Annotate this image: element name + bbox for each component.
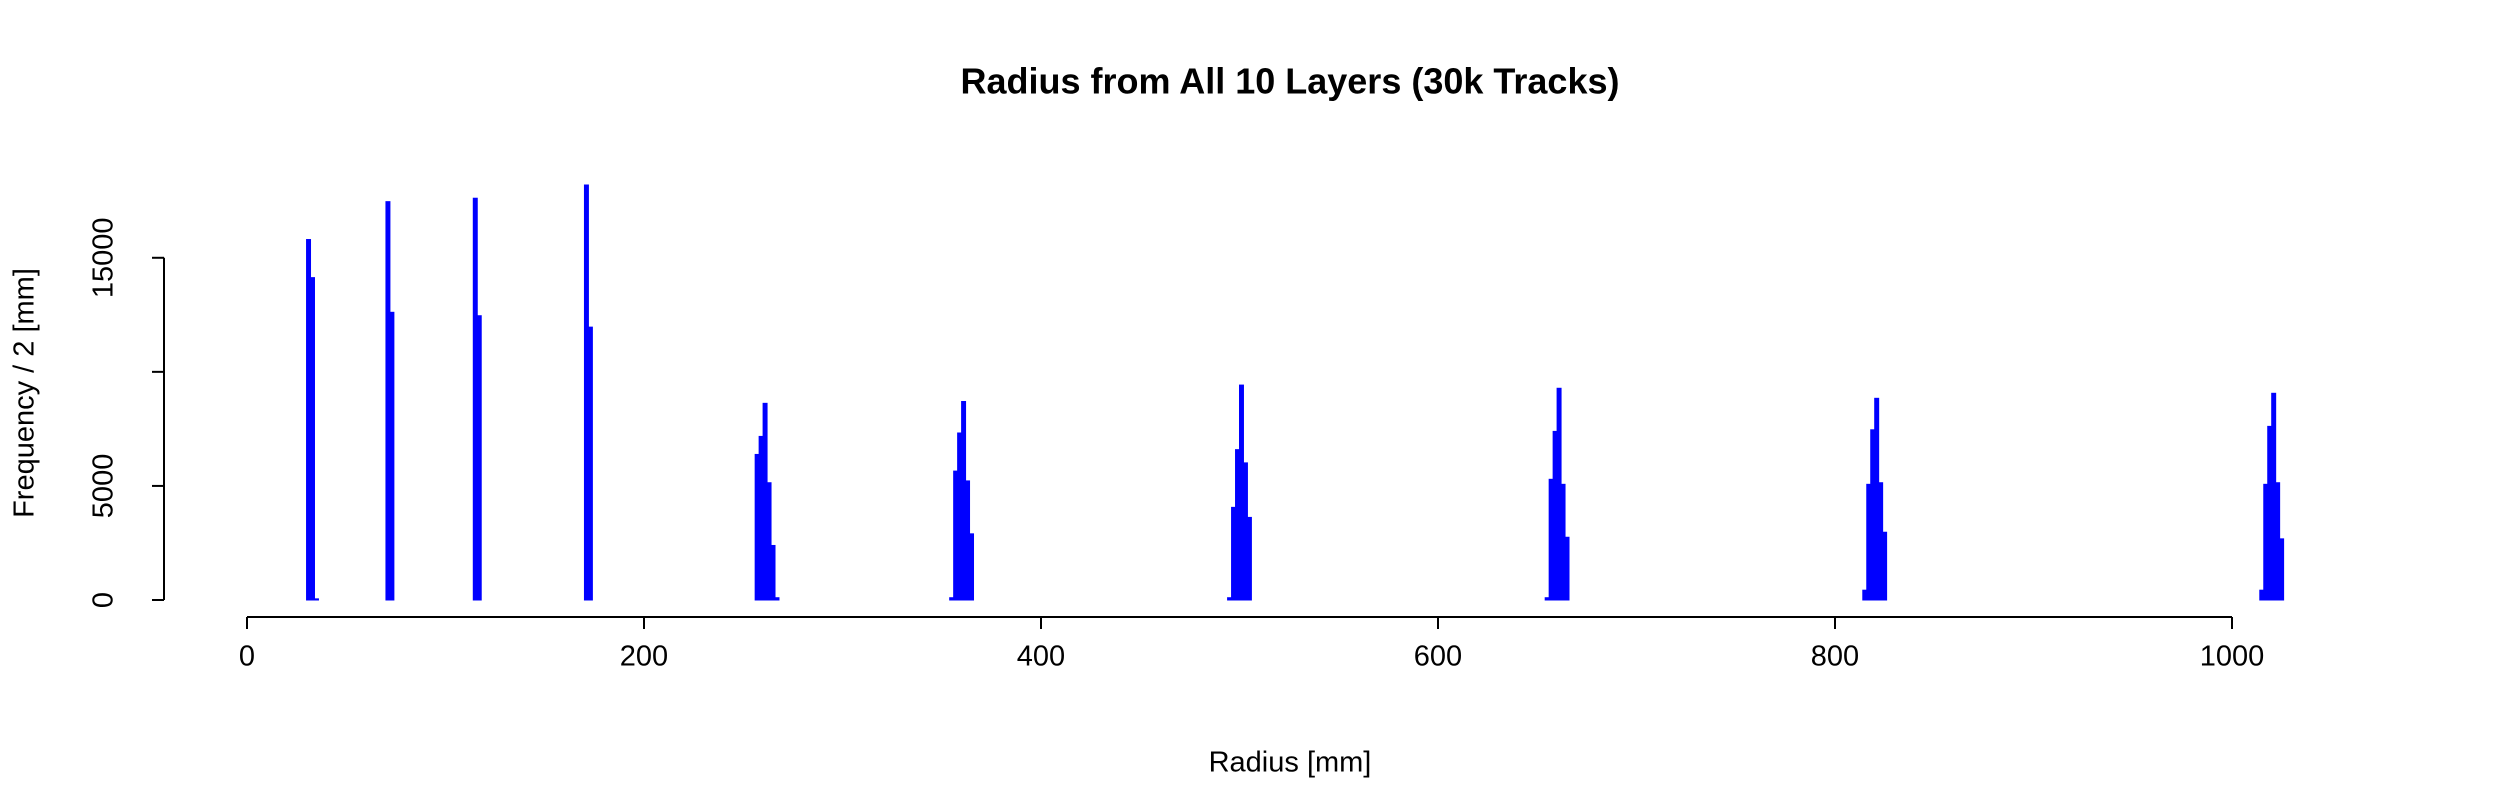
histogram-bar [1862,589,1868,601]
histogram-bar [1870,429,1876,601]
histogram-bar [754,453,760,601]
histogram-bar [2279,538,2285,601]
histogram-bar [1239,384,1244,601]
x-tick-label: 200 [620,641,668,673]
histogram-bar [1231,506,1237,601]
histogram-bar [770,544,776,601]
histogram-bar [774,597,780,601]
x-tick-label: 800 [1811,641,1859,673]
histogram-bar [1556,387,1562,601]
histogram-bar [2259,589,2265,601]
y-tick-label: 0 [88,592,120,608]
histogram-bar [965,480,971,601]
histogram-bar [1242,462,1248,601]
histogram-bar [306,239,312,601]
histogram-bar [949,597,955,601]
histogram-bar [472,197,478,601]
histogram-bar [587,326,593,601]
histogram-bar [2263,483,2269,601]
histogram-bar [953,470,959,601]
histogram-bar [583,184,589,601]
histogram-bar [1246,516,1252,601]
chart-title: Radius from All 10 Layers (30k Tracks) [961,61,1620,102]
x-tick-label: 0 [239,641,255,673]
y-tick-label: 5000 [88,454,120,519]
histogram-bar [1544,597,1550,601]
x-tick-label: 1000 [2200,641,2265,673]
x-axis-label: Radius [mm] [1209,747,1372,779]
histogram-bar [1882,531,1888,601]
histogram-bar [766,482,772,601]
histogram-bar [389,311,395,601]
histogram-bar [2271,392,2277,601]
histogram-bar [957,432,963,601]
histogram-bar [2275,482,2281,601]
histogram-bar [1227,597,1233,601]
histogram-bar [961,401,967,601]
histogram-bar [385,201,391,601]
histogram-bar [1560,483,1566,601]
histogram-bar [1235,449,1241,601]
y-tick-label: 15000 [88,217,120,298]
x-tick-label: 400 [1017,641,1065,673]
histogram-bar [313,598,319,601]
histogram-bar [762,402,768,601]
histogram-bar [758,435,764,601]
y-axis-label: Frequency / 2 [mm] [9,268,41,518]
histogram-bar [1564,536,1570,601]
histogram-bar [969,533,975,601]
histogram-bar [310,277,315,601]
histogram-bar [1552,430,1558,601]
histogram-bar [1874,397,1880,601]
histogram-bar [476,315,482,601]
histogram-bar [1548,478,1554,601]
histogram-bar [1866,483,1872,601]
histogram-bar [2267,425,2273,601]
histogram-bar [1878,482,1884,601]
x-tick-label: 600 [1414,641,1462,673]
